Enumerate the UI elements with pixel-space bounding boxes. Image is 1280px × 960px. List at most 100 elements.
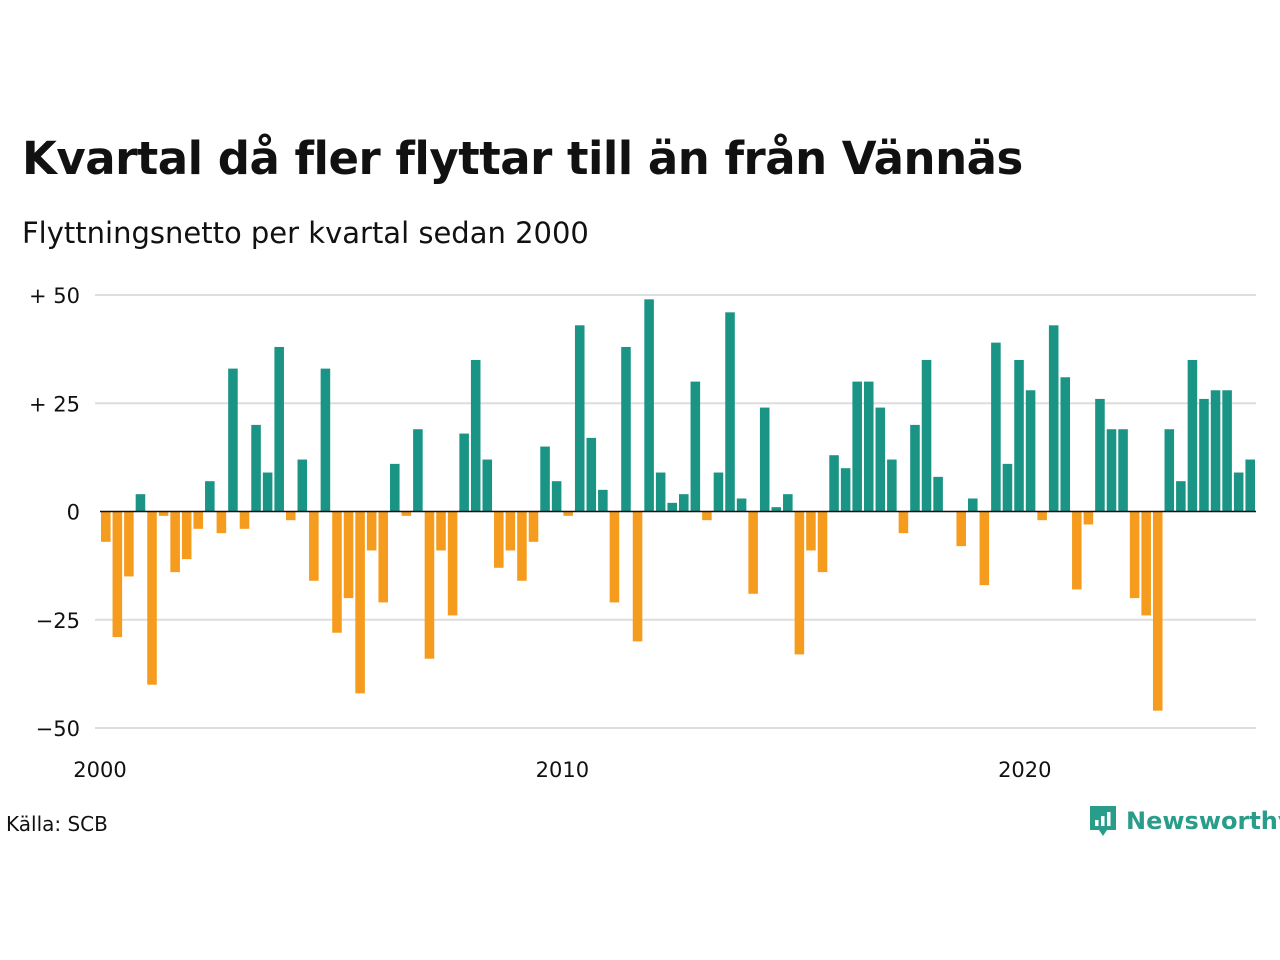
bar <box>170 511 180 573</box>
bar <box>968 498 978 512</box>
source-label: Källa: SCB <box>6 812 108 836</box>
bar <box>205 481 215 512</box>
bar <box>1176 481 1186 512</box>
bar <box>505 511 516 551</box>
chart-title: Kvartal då fler flyttar till än från Vän… <box>22 132 1023 185</box>
bar <box>1072 511 1082 590</box>
bar <box>655 472 666 512</box>
bar <box>783 494 793 512</box>
bar <box>1210 390 1221 512</box>
bar <box>216 511 227 534</box>
bar <box>262 472 273 512</box>
bar <box>101 511 111 542</box>
bar <box>956 511 966 547</box>
bar <box>343 511 354 599</box>
bar <box>401 511 412 516</box>
bar <box>1037 511 1047 521</box>
bar <box>609 511 620 603</box>
bar <box>251 424 261 512</box>
bar <box>910 424 920 512</box>
bar <box>829 455 839 512</box>
bar <box>713 472 724 512</box>
bar <box>413 429 423 512</box>
bar <box>1014 359 1024 512</box>
bar <box>366 511 377 551</box>
bar <box>320 368 331 512</box>
x-tick-label: 2020 <box>998 758 1051 782</box>
bar <box>1222 390 1232 512</box>
y-tick-label: −25 <box>36 609 80 633</box>
bar <box>736 498 747 512</box>
bar <box>1152 511 1163 711</box>
bar <box>528 511 539 542</box>
bar <box>725 312 735 512</box>
bar <box>1002 463 1013 512</box>
bar <box>181 511 192 560</box>
bar <box>817 511 828 573</box>
bar <box>690 381 701 512</box>
y-tick-label: + 25 <box>29 392 80 416</box>
bar <box>748 511 758 594</box>
bar <box>1129 511 1140 599</box>
bar <box>759 407 770 512</box>
bar <box>274 346 284 512</box>
bar <box>239 511 250 529</box>
bar <box>517 511 527 581</box>
x-tick-label: 2000 <box>73 758 126 782</box>
bar <box>1141 511 1151 616</box>
bar <box>586 437 597 512</box>
bar <box>887 459 897 512</box>
bar <box>875 407 886 512</box>
bar <box>679 494 689 512</box>
bar <box>1233 472 1244 512</box>
bar <box>898 511 909 534</box>
bar <box>540 446 550 512</box>
bar <box>436 511 446 551</box>
bar-chart: + 50 + 25 0 −25 −50 2000 2010 2020 <box>29 284 1256 782</box>
bar <box>563 511 573 516</box>
bar <box>355 511 365 694</box>
bar <box>297 459 308 512</box>
bar <box>158 511 169 516</box>
bar <box>806 511 816 551</box>
bar <box>112 511 123 638</box>
bar <box>390 463 400 512</box>
bar <box>794 511 805 655</box>
bar <box>193 511 204 529</box>
bar <box>1106 429 1117 512</box>
bar <box>424 511 435 659</box>
chart-subtitle: Flyttningsnetto per kvartal sedan 2000 <box>22 216 589 250</box>
y-tick-label: + 50 <box>29 284 80 308</box>
bar <box>991 342 1001 512</box>
bar <box>840 468 851 512</box>
bar <box>1095 398 1105 512</box>
bar <box>1118 429 1128 512</box>
bar <box>309 511 319 581</box>
bar <box>1187 359 1198 512</box>
bar <box>470 359 481 512</box>
bar <box>771 507 782 512</box>
bar <box>1245 459 1255 512</box>
bar <box>863 381 874 512</box>
brand-logo: Newsworthy <box>1088 804 1280 838</box>
brand-name: Newsworthy <box>1126 807 1280 835</box>
bar <box>852 381 862 512</box>
bar <box>1048 325 1059 512</box>
bar <box>1025 390 1036 512</box>
bar <box>124 511 134 577</box>
bar <box>1083 511 1094 525</box>
bar <box>644 299 654 512</box>
bar <box>1164 429 1175 512</box>
bar <box>574 325 585 512</box>
bar <box>228 368 238 512</box>
bar <box>667 502 677 512</box>
bar <box>147 511 157 685</box>
bar <box>921 359 932 512</box>
bar <box>459 433 469 512</box>
bar <box>482 459 493 512</box>
newsworthy-logo-icon <box>1090 806 1116 836</box>
bar <box>447 511 458 616</box>
bar <box>621 346 631 512</box>
bar <box>1199 398 1209 512</box>
bar <box>598 489 608 512</box>
